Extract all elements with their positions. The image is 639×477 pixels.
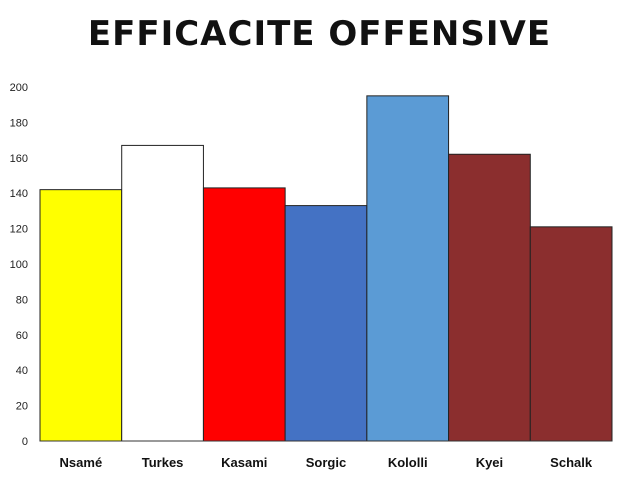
- y-tick-label: 20: [16, 401, 28, 413]
- y-tick-label: 120: [10, 224, 28, 236]
- x-category-label: Turkes: [142, 455, 184, 470]
- bar-kasami: [202, 187, 286, 442]
- y-tick-label: 0: [22, 436, 28, 448]
- y-tick-label: 140: [10, 188, 28, 200]
- y-tick-label: 200: [10, 82, 28, 94]
- bar-turkes: [121, 144, 204, 442]
- bar-sorgic: [284, 205, 368, 442]
- y-tick-label: 40: [16, 365, 28, 377]
- bar-schalk: [529, 226, 613, 442]
- chart-title: EFFICACITE OFFENSIVE: [87, 14, 552, 54]
- y-tick-label: 160: [10, 153, 28, 165]
- y-tick-label: 80: [16, 294, 28, 306]
- x-category-label: Kololli: [388, 455, 428, 470]
- y-tick-label: 60: [16, 330, 28, 342]
- bar-kyei: [448, 153, 531, 442]
- x-category-label: Kyei: [476, 455, 503, 470]
- y-axis-ticks: 0 20 40 60 80 100 120 140 160 180 200: [10, 82, 28, 448]
- x-category-label: Nsamé: [60, 455, 103, 470]
- x-category-label: Schalk: [550, 455, 593, 470]
- y-tick-label: 180: [10, 117, 28, 129]
- x-axis-labels: Nsamé Turkes Kasami Sorgic Kololli Kyei Schalk: [60, 455, 593, 470]
- bar-nsam-: [39, 189, 123, 442]
- y-tick-label: 100: [10, 259, 28, 271]
- x-category-label: Sorgic: [306, 455, 346, 470]
- bar-kololli: [366, 95, 450, 442]
- x-category-label: Kasami: [221, 455, 267, 470]
- bars: [39, 95, 613, 442]
